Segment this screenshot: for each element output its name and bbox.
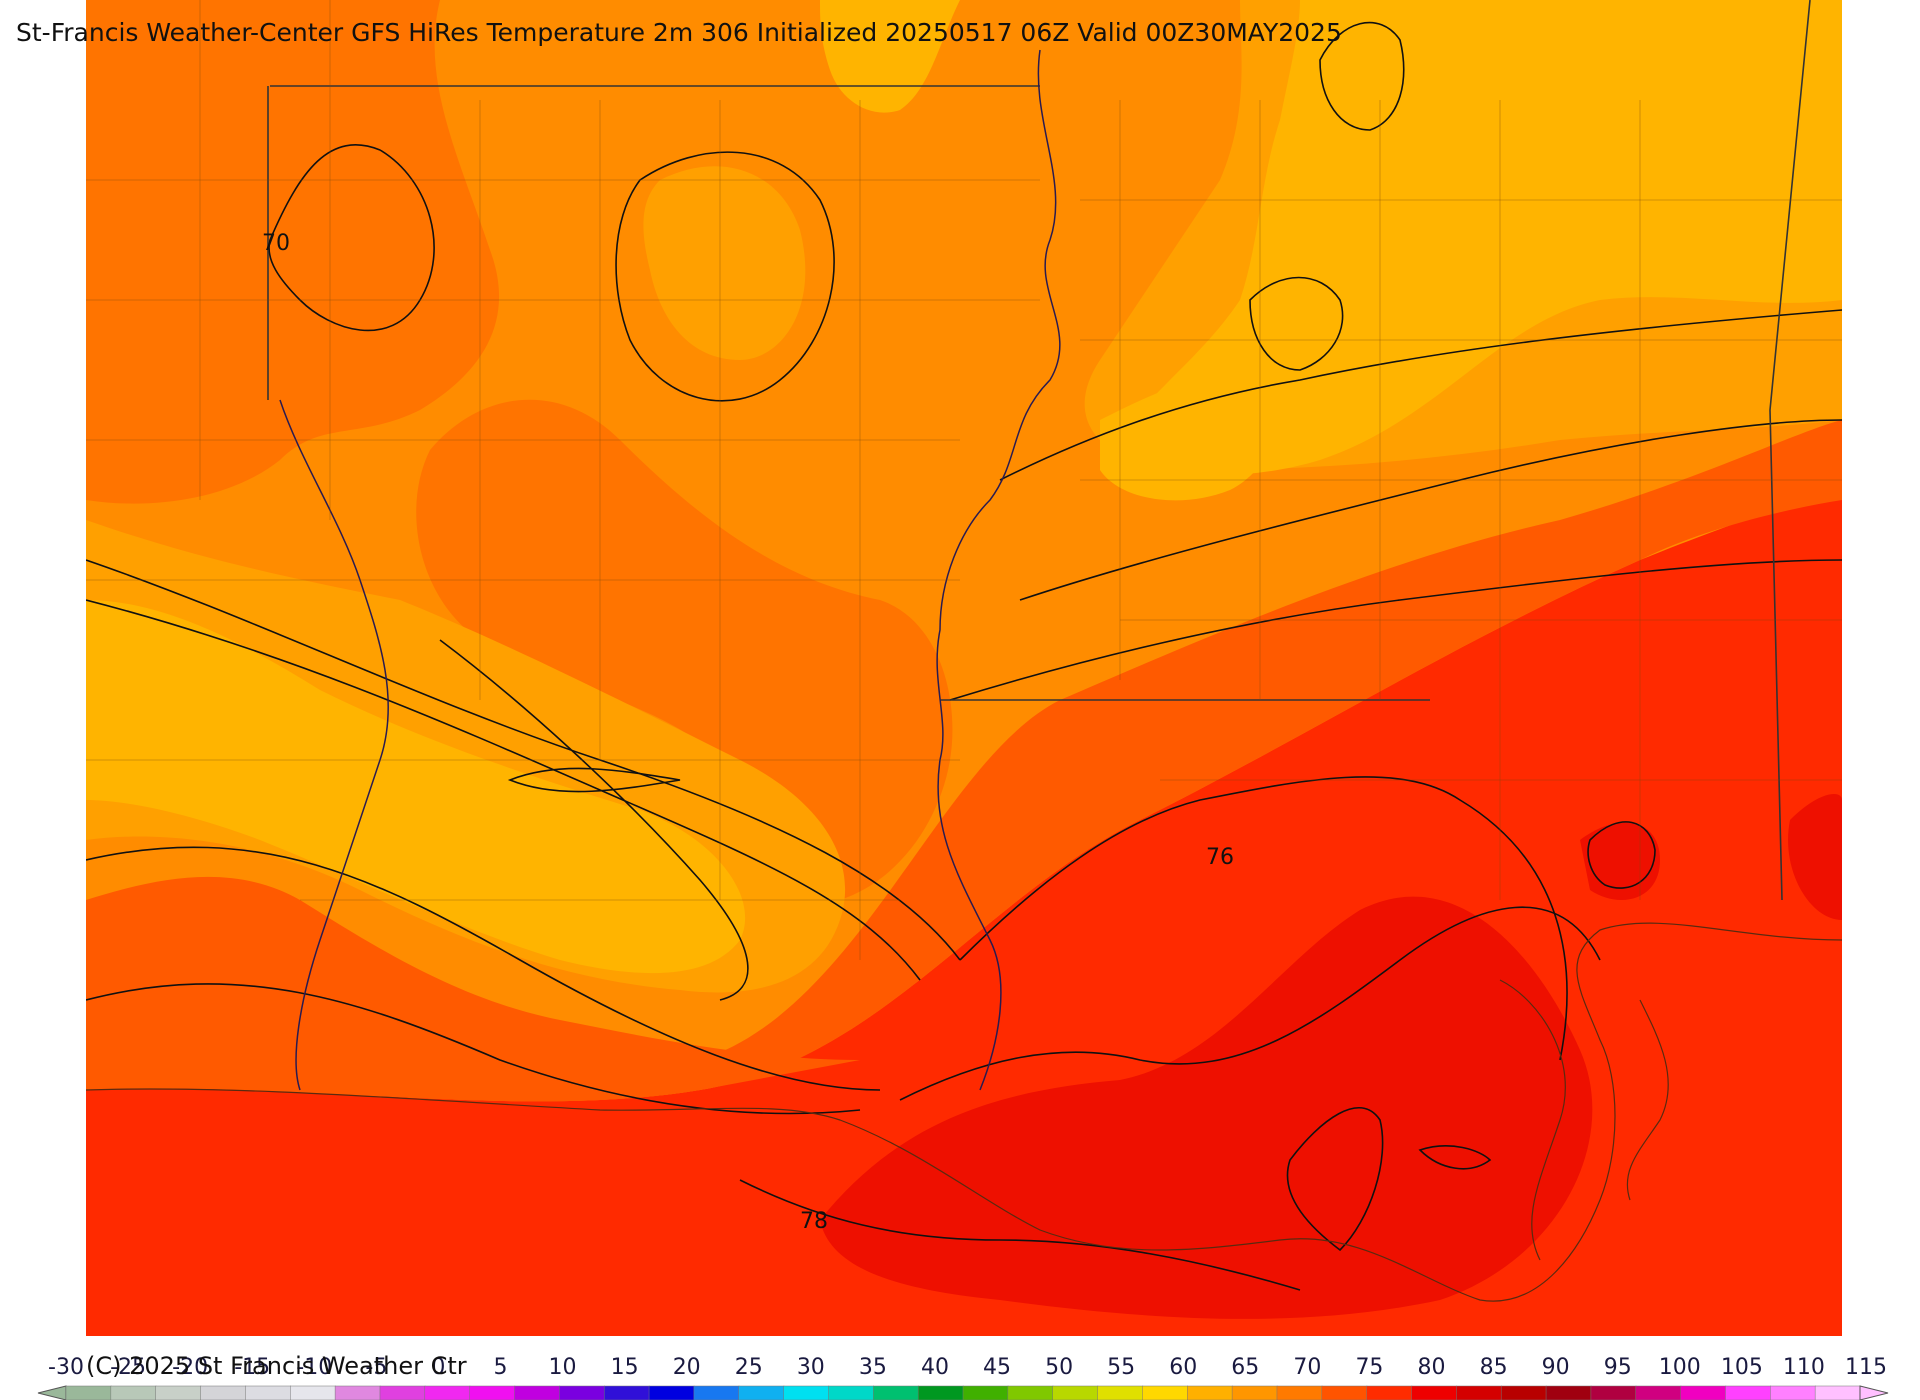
isotherm-line <box>507 767 681 793</box>
field-band-72-74-mid <box>416 399 953 903</box>
isotherm-line <box>959 776 1568 1061</box>
field-band-72-74-nw <box>86 0 500 504</box>
chart-title: St-Francis Weather-Center GFS HiRes Temp… <box>16 18 1342 47</box>
contour-label-70: 70 <box>262 231 290 256</box>
state-borders <box>267 0 1811 901</box>
copyright-notice: (C) 2025 St Francis Weather Ctr <box>86 1352 467 1380</box>
state-border-line <box>1769 0 1811 901</box>
isotherm-line <box>899 906 1601 1101</box>
coastline <box>86 922 1842 1302</box>
field-band-60-65-ne <box>1120 0 1842 475</box>
county-lines <box>86 0 1842 960</box>
field-band-60-65-south-ms <box>1100 377 1275 501</box>
isotherm-line <box>86 983 861 1115</box>
isotherm-line <box>86 599 921 981</box>
isotherm-line <box>615 151 835 402</box>
isotherm-line <box>86 559 961 961</box>
contour-label-78: 78 <box>800 1209 828 1234</box>
isotherm-line <box>1319 21 1405 131</box>
contour-label-76: 76 <box>1206 845 1234 870</box>
mississippi-river <box>936 49 1061 1091</box>
field-band-78-80-c <box>1788 794 1842 920</box>
isotherm-line <box>1587 821 1656 889</box>
isotherm-line <box>86 846 881 1091</box>
field-band-78-80 <box>820 896 1593 1319</box>
field-band-74-76 <box>86 420 1842 1102</box>
isotherm-lines <box>86 21 1842 1291</box>
field-band-65-70-central <box>643 166 806 360</box>
field-band-60-65-nw <box>820 0 960 113</box>
isotherm-line <box>999 309 1842 481</box>
isotherm-line <box>268 144 435 332</box>
isotherm-line <box>739 1179 1301 1291</box>
isotherm-line <box>439 639 749 1001</box>
field-band-west-coast <box>86 876 860 1102</box>
isotherm-line <box>949 559 1842 701</box>
sabine-river <box>279 399 390 1091</box>
isotherm-line <box>1418 1145 1492 1170</box>
field-band-60-65-west <box>86 600 746 974</box>
isotherm-line <box>1286 1107 1384 1252</box>
isotherm-line <box>1249 276 1344 371</box>
isotherm-line <box>1019 419 1842 601</box>
rivers <box>279 49 1061 1091</box>
